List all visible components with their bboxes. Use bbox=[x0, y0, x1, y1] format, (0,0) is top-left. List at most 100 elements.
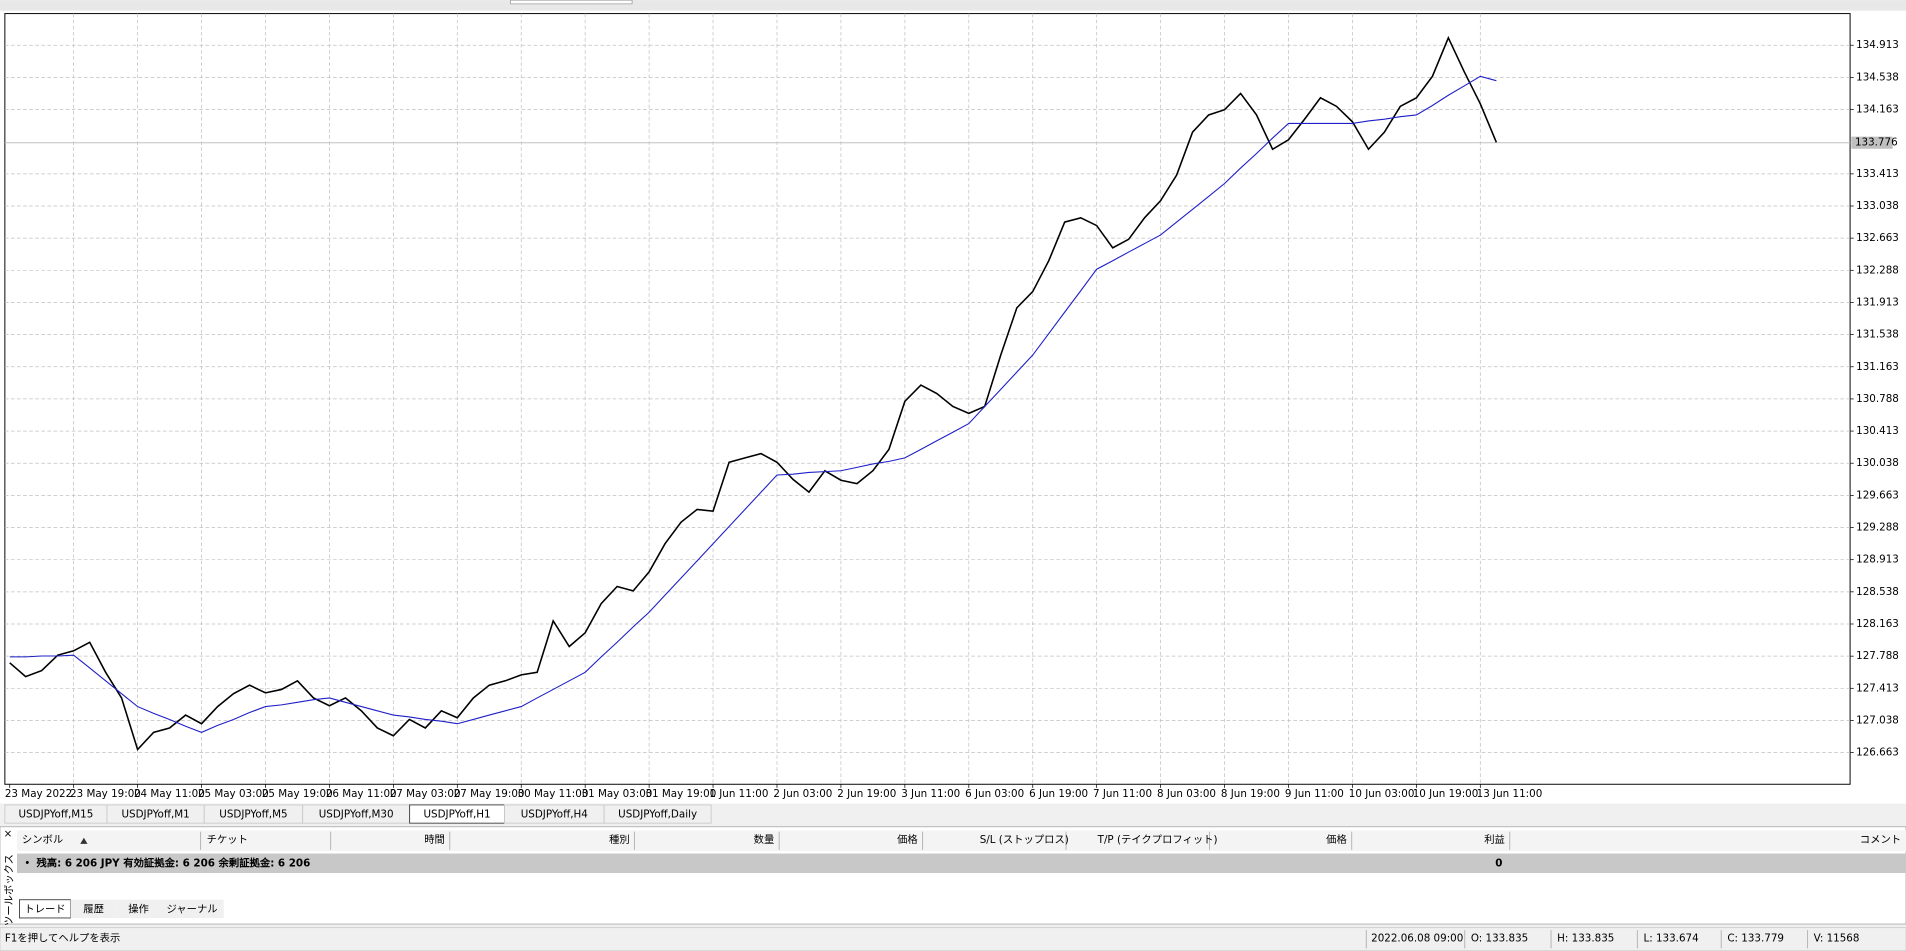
toolbar bbox=[0, 0, 1906, 10]
status-separators bbox=[1365, 930, 1809, 949]
current-price-box bbox=[1851, 136, 1893, 149]
y-tick-label: 134.913 bbox=[1856, 39, 1899, 51]
toolbox-title: ツールボックス bbox=[4, 854, 16, 926]
status-open: O: 133.835 bbox=[1471, 933, 1528, 945]
x-tick-label: 10 Jun 19:00 bbox=[1413, 788, 1479, 800]
terminal-tab-label[interactable]: トレード bbox=[24, 903, 65, 915]
status-time: 2022.06.08 09:00 bbox=[1371, 933, 1463, 945]
price-line bbox=[9, 35, 1498, 752]
close-button[interactable]: × bbox=[4, 828, 13, 840]
y-tick-label: 131.163 bbox=[1856, 361, 1899, 373]
status-low: L: 133.674 bbox=[1643, 933, 1698, 945]
y-tick-label: 129.288 bbox=[1856, 522, 1899, 534]
terminal-tabs: トレード 履歴 操作 ジャーナル bbox=[19, 899, 224, 919]
y-tick-label: 132.663 bbox=[1856, 232, 1899, 244]
x-tick-label: 30 May 11:00 bbox=[518, 788, 589, 800]
column-header[interactable]: シンボル bbox=[22, 834, 63, 846]
x-tick-label: 2 Jun 19:00 bbox=[837, 788, 896, 800]
balance-text: 残高: 6 206 JPY 有効証拠金: 6 206 余剰証拠金: 6 206 bbox=[36, 856, 310, 869]
column-header[interactable]: T/P (テイクプロフィット) bbox=[1097, 834, 1218, 846]
y-tick-label: 134.163 bbox=[1856, 104, 1899, 116]
y-tick-label: 131.538 bbox=[1856, 329, 1899, 341]
column-header[interactable]: S/L (ストップロス) bbox=[980, 834, 1069, 846]
column-header[interactable]: チケット bbox=[207, 834, 248, 846]
chart-tabs: USDJPYoff,M15 USDJPYoff,M1 USDJPYoff,M5 USD… bbox=[4, 804, 712, 824]
x-tick-label: 25 May 19:00 bbox=[262, 788, 333, 800]
status-volume: V: 11568 bbox=[1814, 933, 1860, 945]
column-header[interactable]: 価格 bbox=[1326, 833, 1347, 846]
x-tick-label: 7 Jun 11:00 bbox=[1093, 788, 1152, 800]
chart-tab-label[interactable]: USDJPYoff,M15 bbox=[19, 809, 94, 821]
y-tick-label: 127.788 bbox=[1856, 650, 1899, 662]
terminal-tab[interactable] bbox=[160, 899, 224, 918]
terminal-tab-label[interactable]: 履歴 bbox=[83, 903, 104, 915]
chart-tab-label[interactable]: USDJPYoff,H4 bbox=[521, 809, 588, 821]
x-tick-label: 13 Jun 11:00 bbox=[1477, 788, 1543, 800]
y-tick-label: 134.538 bbox=[1856, 71, 1899, 83]
terminal-tab[interactable] bbox=[19, 899, 71, 919]
chart-tab-label[interactable]: USDJPYoff,Daily bbox=[618, 809, 697, 821]
y-tick-label: 128.538 bbox=[1856, 586, 1899, 598]
column-header[interactable]: 数量 bbox=[754, 833, 775, 846]
axes: 126.663 127.038 127.413 127.788 128.163 128.5… bbox=[5, 39, 1899, 800]
status-bar bbox=[0, 927, 1906, 951]
status-close: C: 133.779 bbox=[1727, 933, 1784, 945]
plot bbox=[9, 35, 1498, 752]
x-tick-label: 23 May 2022 bbox=[5, 788, 72, 800]
chart-tab-label[interactable]: USDJPYoff,M5 bbox=[219, 809, 287, 821]
x-tick-label: 8 Jun 19:00 bbox=[1221, 788, 1280, 800]
balance-row bbox=[17, 853, 1906, 873]
column-header[interactable]: 種別 bbox=[609, 833, 630, 846]
x-tick-label: 26 May 11:00 bbox=[326, 788, 397, 800]
moving-average bbox=[9, 75, 1497, 733]
y-tick-label: 128.913 bbox=[1856, 554, 1899, 566]
chart-tab-label[interactable]: USDJPYoff,H1 bbox=[423, 809, 490, 821]
terminal-tab[interactable] bbox=[116, 899, 161, 918]
chart-tab[interactable] bbox=[603, 804, 712, 824]
chart-tab-label[interactable]: USDJPYoff,M30 bbox=[319, 809, 394, 821]
y-tick-label: 133.413 bbox=[1856, 168, 1899, 180]
toolbar-box bbox=[510, 0, 633, 5]
terminal-tab-label[interactable]: ジャーナル bbox=[166, 903, 217, 915]
x-tick-label: 25 May 03:00 bbox=[198, 788, 269, 800]
y-tick-label: 126.663 bbox=[1856, 747, 1899, 759]
column-header[interactable]: 時間 bbox=[424, 834, 445, 846]
terminal-tab[interactable] bbox=[70, 899, 117, 918]
x-tick-label: 1 Jun 11:00 bbox=[709, 788, 768, 800]
bullet: • bbox=[24, 857, 30, 869]
x-tick-label: 27 May 19:00 bbox=[454, 788, 525, 800]
x-tick-label: 6 Jun 03:00 bbox=[965, 788, 1024, 800]
y-tick-label: 128.163 bbox=[1856, 618, 1899, 630]
x-tick-label: 10 Jun 03:00 bbox=[1349, 788, 1415, 800]
column-header[interactable]: 価格 bbox=[897, 833, 918, 846]
y-tick-label: 130.413 bbox=[1856, 425, 1899, 437]
y-tick-label: 133.038 bbox=[1856, 200, 1899, 212]
chart-tab-label[interactable]: USDJPYoff,M1 bbox=[121, 809, 189, 821]
x-tick-label: 8 Jun 03:00 bbox=[1157, 788, 1216, 800]
profit: 0 bbox=[1495, 857, 1502, 869]
x-tick-label: 6 Jun 19:00 bbox=[1029, 788, 1088, 800]
current-price-label: 133.776 bbox=[1855, 137, 1898, 149]
column-header[interactable]: コメント bbox=[1860, 834, 1901, 846]
y-tick-label: 131.913 bbox=[1856, 296, 1899, 308]
x-tick-label: 31 May 03:00 bbox=[582, 788, 653, 800]
x-tick-label: 23 May 19:00 bbox=[70, 788, 141, 800]
y-tick-label: 130.038 bbox=[1856, 457, 1899, 469]
x-tick-label: 27 May 03:00 bbox=[390, 788, 461, 800]
column-header[interactable]: 利益 bbox=[1484, 833, 1505, 846]
x-tick-label: 9 Jun 11:00 bbox=[1285, 788, 1344, 800]
x-tick-label: 24 May 11:00 bbox=[134, 788, 205, 800]
y-tick-label: 132.288 bbox=[1856, 264, 1899, 276]
sort-arrow bbox=[80, 837, 88, 844]
y-tick-label: 127.038 bbox=[1856, 714, 1899, 726]
x-tick-label: 31 May 19:00 bbox=[645, 788, 716, 800]
y-tick-label: 129.663 bbox=[1856, 489, 1899, 501]
y-tick-label: 130.788 bbox=[1856, 393, 1899, 405]
x-tick-label: 2 Jun 03:00 bbox=[773, 788, 832, 800]
terminal-body: シンボル チケット 時間 種別 数量 価格 S/L (ストップロス) T/P (テイクプロフィ… bbox=[22, 831, 1901, 850]
grid bbox=[4, 13, 1851, 785]
terminal-header bbox=[17, 830, 1906, 852]
y-tick-label: 127.413 bbox=[1856, 682, 1899, 694]
terminal-tab-label[interactable]: 操作 bbox=[128, 902, 149, 915]
